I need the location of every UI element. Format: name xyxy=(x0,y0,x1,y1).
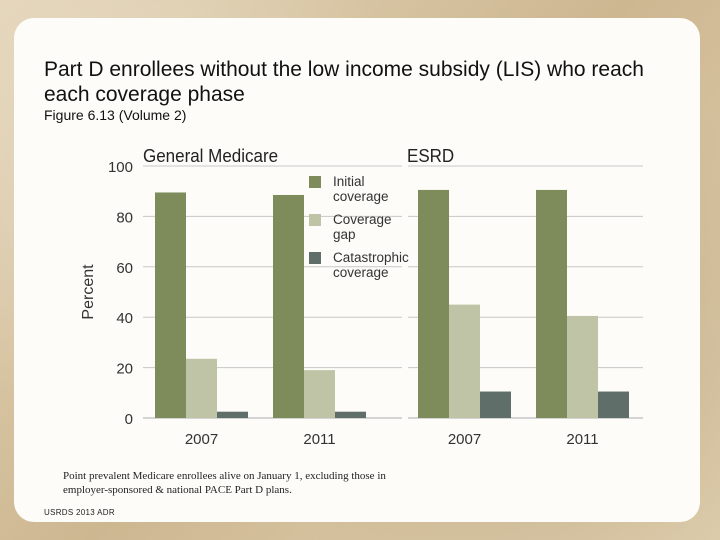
x-tick-label: 2007 xyxy=(185,431,218,448)
y-tick-label: 40 xyxy=(116,310,133,327)
y-tick-label: 60 xyxy=(116,260,133,277)
bar-initial-coverage xyxy=(536,189,567,418)
bar-catastrophic-coverage xyxy=(335,411,366,418)
legend-label: Initial xyxy=(333,174,365,189)
bar-coverage-gap xyxy=(186,358,217,418)
y-tick-label: 100 xyxy=(108,159,133,176)
panel-title: ESRD xyxy=(407,145,454,166)
legend-label: Coverage xyxy=(333,212,392,227)
legend-swatch xyxy=(309,176,321,188)
slide-panel xyxy=(14,18,700,522)
bar-catastrophic-coverage xyxy=(598,391,629,418)
legend-swatch xyxy=(309,214,321,226)
slide-subtitle: Figure 6.13 (Volume 2) xyxy=(44,107,187,123)
legend-label: gap xyxy=(333,227,356,242)
bar-initial-coverage xyxy=(155,192,186,418)
legend-label: Catastrophic xyxy=(333,250,409,265)
legend-label: coverage xyxy=(333,265,389,280)
bar-coverage-gap xyxy=(304,370,335,418)
bar-initial-coverage xyxy=(273,194,304,418)
y-axis-label: Percent xyxy=(80,264,97,320)
x-tick-label: 2011 xyxy=(303,431,335,448)
bar-catastrophic-coverage xyxy=(217,411,248,418)
y-tick-label: 0 xyxy=(125,411,133,428)
slide-title: Part D enrollees without the low income … xyxy=(44,58,644,106)
x-tick-label: 2007 xyxy=(448,431,481,448)
legend-swatch xyxy=(309,252,321,264)
x-tick-label: 2011 xyxy=(566,431,598,448)
y-tick-label: 20 xyxy=(116,361,133,378)
footnote: Point prevalent Medicare enrollees alive… xyxy=(63,470,386,496)
panel-title: General Medicare xyxy=(143,145,278,166)
bar-catastrophic-coverage xyxy=(480,391,511,418)
source-label: USRDS 2013 ADR xyxy=(44,508,115,517)
bar-coverage-gap xyxy=(449,304,480,418)
bar-initial-coverage xyxy=(418,189,449,418)
legend-label: coverage xyxy=(333,189,389,204)
bar-coverage-gap xyxy=(567,315,598,418)
y-tick-label: 80 xyxy=(116,209,133,226)
